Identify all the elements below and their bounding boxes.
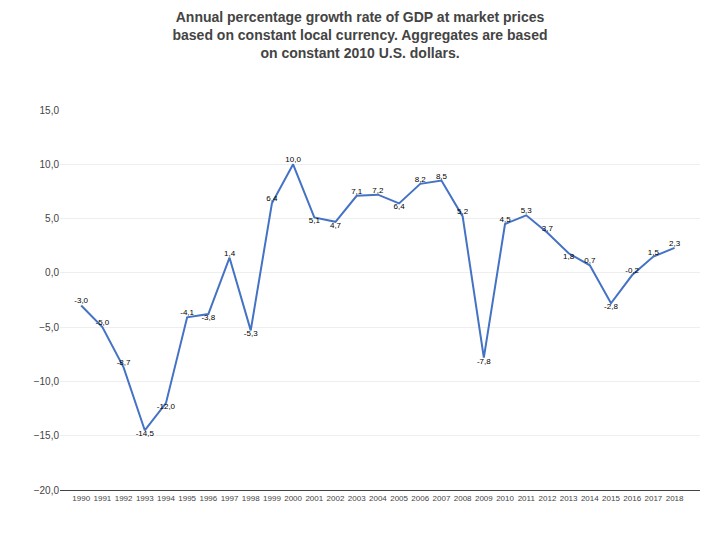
svg-text:2004: 2004 [369, 494, 387, 503]
svg-text:10,0: 10,0 [40, 159, 60, 170]
svg-text:15,0: 15,0 [40, 105, 60, 116]
svg-text:7,1: 7,1 [351, 187, 363, 196]
svg-text:−20,0: −20,0 [34, 485, 60, 496]
svg-text:-5,0: -5,0 [95, 318, 109, 327]
svg-text:2010: 2010 [496, 494, 514, 503]
svg-text:2001: 2001 [305, 494, 323, 503]
svg-text:8,5: 8,5 [436, 172, 448, 181]
svg-text:-0,2: -0,2 [625, 266, 639, 275]
svg-text:1,4: 1,4 [224, 249, 236, 258]
svg-text:8,2: 8,2 [415, 175, 427, 184]
svg-text:−15,0: −15,0 [34, 430, 60, 441]
svg-text:-7,8: -7,8 [477, 357, 491, 366]
svg-text:-14,5: -14,5 [136, 429, 155, 438]
svg-text:1991: 1991 [93, 494, 111, 503]
svg-text:7,2: 7,2 [372, 186, 384, 195]
svg-text:1,8: 1,8 [563, 252, 575, 261]
svg-text:2016: 2016 [623, 494, 641, 503]
svg-text:5,3: 5,3 [521, 206, 533, 215]
svg-text:1996: 1996 [199, 494, 217, 503]
svg-text:2009: 2009 [475, 494, 493, 503]
svg-text:1990: 1990 [72, 494, 90, 503]
svg-text:-5,3: -5,3 [244, 329, 258, 338]
svg-text:2012: 2012 [539, 494, 557, 503]
svg-text:1994: 1994 [157, 494, 175, 503]
svg-text:10,0: 10,0 [285, 155, 301, 164]
svg-text:-12,0: -12,0 [157, 402, 176, 411]
svg-text:2,3: 2,3 [669, 239, 681, 248]
svg-text:1,5: 1,5 [648, 248, 660, 257]
svg-text:−5,0: −5,0 [39, 322, 59, 333]
svg-text:Annual percentage growth rate: Annual percentage growth rate of GDP at … [172, 9, 547, 61]
svg-text:2003: 2003 [348, 494, 366, 503]
svg-text:0,0: 0,0 [45, 267, 59, 278]
svg-text:-2,8: -2,8 [604, 302, 618, 311]
svg-text:2008: 2008 [454, 494, 472, 503]
svg-text:2015: 2015 [602, 494, 620, 503]
svg-text:2000: 2000 [284, 494, 302, 503]
svg-text:4,7: 4,7 [330, 221, 342, 230]
svg-text:2017: 2017 [644, 494, 662, 503]
svg-text:0,7: 0,7 [584, 256, 596, 265]
svg-text:1998: 1998 [242, 494, 260, 503]
svg-text:2007: 2007 [433, 494, 451, 503]
svg-text:-8,7: -8,7 [117, 358, 131, 367]
svg-text:1992: 1992 [115, 494, 133, 503]
svg-text:5,2: 5,2 [457, 207, 469, 216]
svg-text:2002: 2002 [327, 494, 345, 503]
svg-text:−10,0: −10,0 [34, 376, 60, 387]
svg-text:5,0: 5,0 [45, 213, 59, 224]
svg-text:1993: 1993 [136, 494, 154, 503]
svg-text:5,1: 5,1 [309, 216, 321, 225]
svg-text:6,4: 6,4 [266, 194, 278, 203]
svg-text:-3,8: -3,8 [201, 313, 215, 322]
svg-text:2013: 2013 [560, 494, 578, 503]
svg-text:1999: 1999 [263, 494, 281, 503]
svg-text:2006: 2006 [411, 494, 429, 503]
svg-text:3,7: 3,7 [542, 224, 554, 233]
svg-text:4,5: 4,5 [499, 215, 511, 224]
svg-text:2011: 2011 [518, 494, 536, 503]
svg-text:-3,0: -3,0 [74, 296, 88, 305]
svg-text:-4,1: -4,1 [180, 308, 194, 317]
svg-text:6,4: 6,4 [394, 202, 406, 211]
svg-text:2018: 2018 [666, 494, 684, 503]
svg-text:2005: 2005 [390, 494, 408, 503]
svg-text:2014: 2014 [581, 494, 599, 503]
svg-text:1997: 1997 [221, 494, 239, 503]
svg-text:1995: 1995 [178, 494, 196, 503]
